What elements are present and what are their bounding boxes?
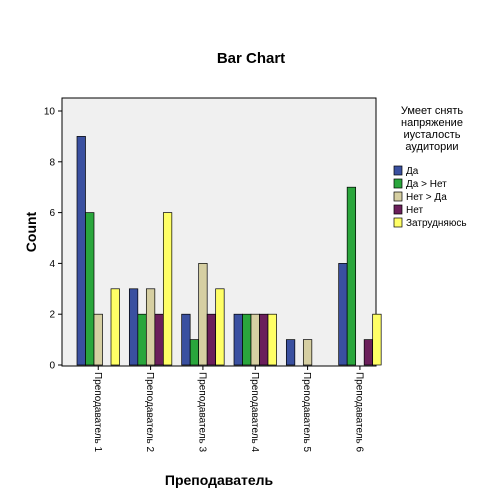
bar-4-2	[242, 313, 252, 366]
legend-swatch	[393, 191, 403, 202]
legend-item-label: Нет > Да	[406, 192, 447, 203]
bar-1-5	[110, 288, 120, 366]
legend: Умеет снятьнапряжениеиусталостьаудитории…	[393, 105, 467, 229]
bar-3-4	[206, 313, 217, 366]
legend-swatch	[393, 204, 403, 215]
legend-item-label: Затрудняюсь	[406, 218, 467, 229]
bar-3-1	[181, 313, 191, 366]
legend-title: напряжение	[401, 117, 463, 129]
bar-2-5	[162, 212, 173, 366]
bar-3-5	[215, 288, 225, 366]
x-tick-label: Преподаватель 6	[353, 372, 364, 453]
y-axis: 0 2 4 6 8 10	[44, 107, 62, 372]
y-tick-label: 4	[49, 259, 55, 270]
bar-2-3	[145, 288, 156, 366]
y-tick-label: 0	[49, 361, 55, 372]
x-tick-label: Преподаватель 4	[249, 372, 260, 453]
x-axis: Преподаватель 1 Преподаватель 2 Преподават…	[92, 366, 364, 453]
bar-6-4	[363, 339, 374, 366]
bar-6-1	[338, 263, 348, 366]
legend-swatch	[393, 178, 403, 189]
legend-title: аудитории	[405, 141, 458, 153]
bar-5-1	[285, 339, 296, 366]
bar-1-1	[76, 136, 86, 366]
legend-swatch	[393, 217, 403, 228]
bar-1-2	[85, 212, 95, 366]
bars	[76, 136, 382, 366]
y-tick-label: 8	[49, 157, 55, 168]
legend-item-label: Нет	[406, 205, 423, 216]
bar-3-2	[189, 339, 200, 366]
legend-item-label: Да > Нет	[406, 179, 447, 190]
x-tick-label: Преподаватель 1	[92, 372, 103, 453]
bar-3-3	[198, 263, 208, 366]
x-tick-label: Преподаватель 3	[196, 372, 207, 453]
bar-6-5	[372, 313, 382, 366]
legend-title: иусталость	[404, 129, 461, 141]
bar-4-1	[233, 313, 243, 366]
bar-6-2	[346, 186, 357, 366]
bar-4-4	[259, 313, 269, 366]
legend-title: Умеет снять	[401, 105, 464, 117]
bar-4-5	[267, 313, 277, 366]
bar-2-4	[154, 313, 164, 366]
legend-swatch	[393, 165, 403, 176]
legend-item-label: Да	[406, 166, 419, 177]
x-tick-label: Преподаватель 2	[144, 372, 155, 453]
y-tick-label: 6	[49, 208, 55, 219]
bar-1-3	[93, 313, 103, 366]
bar-5-3	[302, 339, 313, 366]
y-axis-label: Count	[23, 211, 39, 252]
bar-2-1	[128, 288, 139, 366]
chart-title: Bar Chart	[217, 50, 285, 67]
x-tick-label: Преподаватель 5	[301, 372, 312, 453]
bar-4-3	[250, 313, 260, 366]
y-tick-label: 10	[44, 107, 56, 118]
y-tick-label: 2	[49, 310, 55, 321]
x-axis-label: Преподаватель	[165, 472, 274, 488]
bar-2-2	[137, 313, 147, 366]
